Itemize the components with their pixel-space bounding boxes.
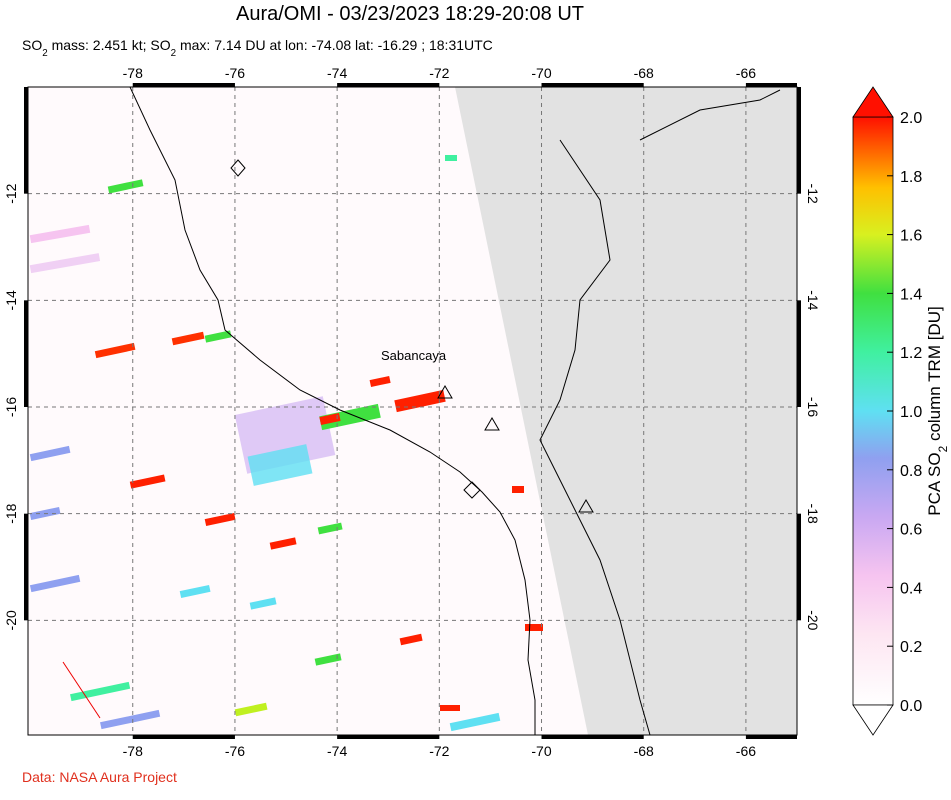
colorbar-ticks: 0.0 0.2 0.4 0.6 0.8 1.0 1.2 1.4 1.6 1.8 2.0	[887, 110, 922, 715]
lon-tick-label: -72	[429, 743, 449, 759]
colorbar-tick-label: 1.8	[900, 169, 922, 186]
coastline	[129, 87, 536, 735]
colorbar-tick-label: 1.6	[900, 228, 922, 245]
footer: Data: NASA Aura Project	[22, 769, 177, 785]
coastline-east	[639, 89, 781, 141]
frame-bar	[24, 513, 28, 621]
text-part: max: 7.14 DU at lon: -74.08 lat: -16.29 …	[176, 37, 493, 53]
lon-tick-label: -66	[736, 65, 756, 81]
colorbar-min-arrow	[852, 704, 894, 736]
volcano-markers	[230, 159, 594, 513]
subtitle: SO2 mass: 2.451 kt; SO2 max: 7.14 DU at …	[22, 37, 493, 59]
subscript: 2	[936, 445, 950, 452]
colorbar-tick-label: 0.2	[900, 639, 922, 656]
lon-tick-label: -76	[225, 743, 245, 759]
lon-tick-label: -70	[531, 65, 551, 81]
subscript: 2	[171, 48, 176, 59]
frame-bar	[797, 300, 801, 407]
frame-bar	[745, 735, 797, 739]
colorbar-tick-label: 1.0	[900, 404, 922, 421]
graticule	[28, 87, 797, 735]
lat-tick-label: -16	[3, 397, 19, 417]
lat-tick-label: -12	[805, 184, 821, 204]
subscript: 2	[42, 48, 47, 59]
lon-tick-label: -68	[634, 65, 654, 81]
axes: -78 -78 -76 -76 -74 -74 -72 -72 -70 -70 -68 -68 -66 -…	[3, 65, 821, 759]
frame-bar	[541, 735, 644, 739]
colorbar-tick-label: 0.8	[900, 463, 922, 480]
lon-tick-label: -74	[327, 743, 347, 759]
so2-pixels	[29, 155, 543, 732]
frame-bar	[745, 83, 797, 87]
colorbar-tick-label: 0.0	[900, 698, 922, 715]
frame-bar	[337, 735, 440, 739]
frame-bar	[541, 83, 644, 87]
colorbar	[852, 116, 894, 706]
frame-bar	[132, 83, 235, 87]
lat-tick-label: -14	[3, 290, 19, 310]
lon-tick-label: -76	[225, 65, 245, 81]
frame-bar	[132, 735, 235, 739]
title: Aura/OMI - 03/23/2023 18:29-20:08 UT	[236, 3, 584, 25]
colorbar-tick-label: 0.6	[900, 522, 922, 539]
map-area	[28, 87, 797, 735]
text-part: column TRM [DU]	[925, 306, 944, 446]
frame-bar	[24, 300, 28, 407]
lon-tick-label: -78	[123, 743, 143, 759]
border	[539, 139, 651, 735]
lat-tick-label: -20	[805, 610, 821, 630]
no-data-area	[455, 87, 797, 735]
lat-tick-label: -12	[3, 183, 19, 203]
lon-tick-label: -66	[736, 743, 756, 759]
colorbar-tick-label: 1.4	[900, 286, 922, 303]
lat-tick-label: -20	[3, 610, 19, 630]
lon-tick-label: -70	[531, 743, 551, 759]
lat-tick-label: -18	[805, 504, 821, 524]
text-part: SO	[22, 37, 42, 53]
lat-tick-label: -18	[3, 503, 19, 523]
lat-tick-label: -16	[805, 397, 821, 417]
frame-bar	[797, 87, 801, 194]
colorbar-tick-label: 2.0	[900, 110, 922, 127]
lon-tick-label: -68	[634, 743, 654, 759]
colorbar-max-arrow	[852, 86, 894, 118]
colorbar-label: PCA SO2 column TRM [DU]	[925, 306, 950, 515]
colorbar-tick-label: 0.4	[900, 580, 922, 597]
colorbar-tick-label: 1.2	[900, 345, 922, 362]
swath-edge	[62, 661, 101, 719]
frame-bar	[24, 87, 28, 194]
volcano-label: Sabancaya	[381, 348, 447, 363]
frame-bar	[337, 83, 440, 87]
text-part: mass: 2.451 kt; SO	[48, 37, 171, 53]
lat-tick-label: -14	[805, 290, 821, 310]
lon-tick-label: -72	[429, 65, 449, 81]
lon-tick-label: -74	[327, 65, 347, 81]
text-part: PCA SO	[925, 452, 944, 515]
frame-bar	[797, 513, 801, 621]
lon-tick-label: -78	[123, 65, 143, 81]
